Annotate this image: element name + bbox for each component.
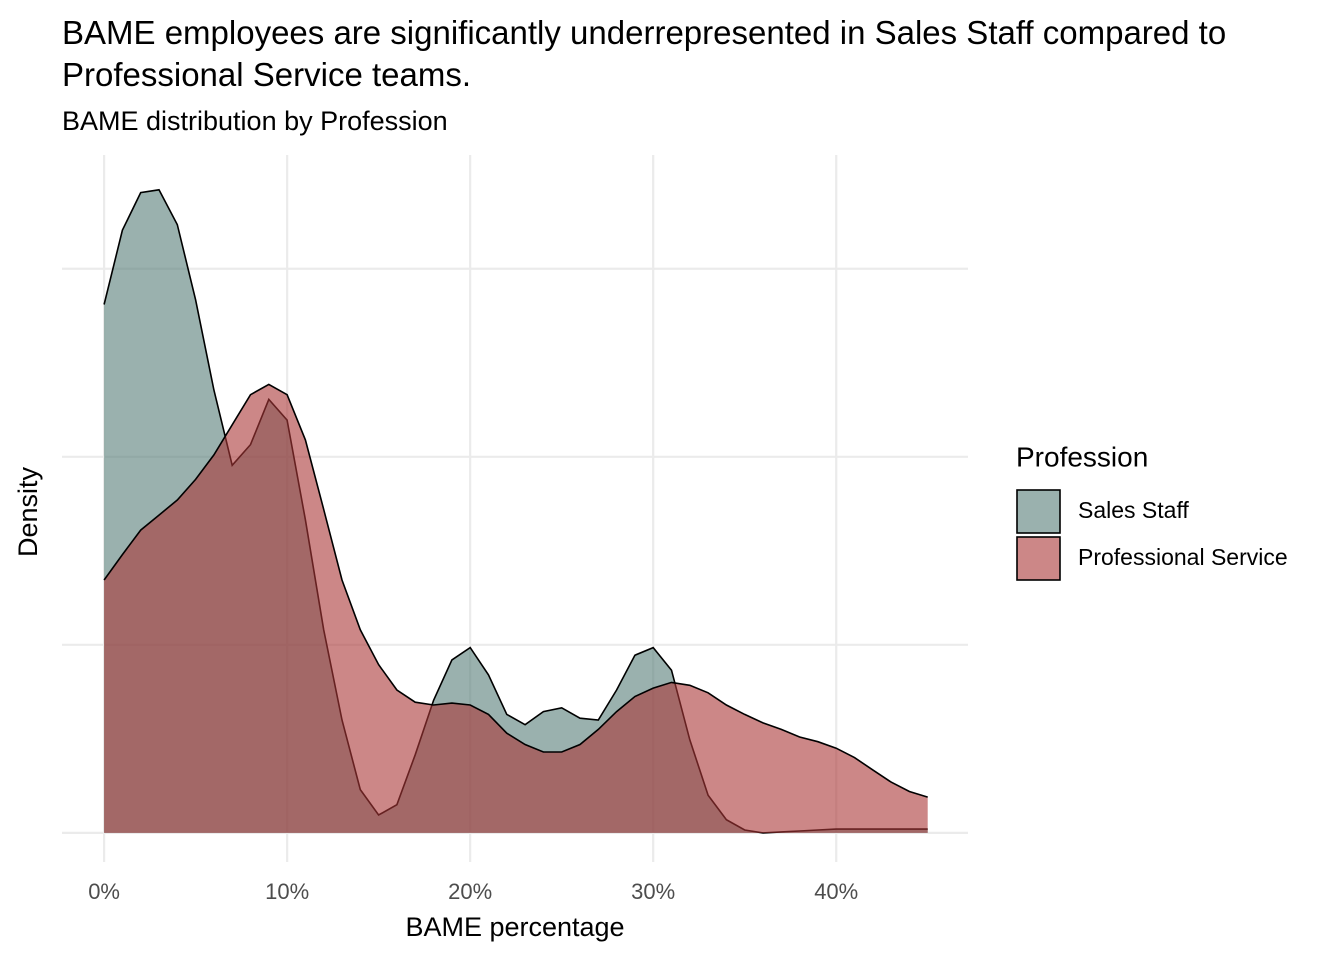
legend-label: Professional Service	[1078, 544, 1288, 570]
legend-label: Sales Staff	[1078, 497, 1189, 523]
legend-swatch	[1016, 489, 1061, 534]
x-tick-label: 40%	[814, 879, 858, 904]
legend-title: Profession	[1016, 441, 1148, 472]
chart-subtitle: BAME distribution by Profession	[62, 106, 448, 136]
chart-title: BAME employees are significantly underre…	[62, 14, 1227, 93]
density-area	[104, 384, 928, 833]
density-line	[103, 383, 928, 798]
legend-swatch	[1016, 536, 1061, 581]
x-tick-label: 10%	[265, 879, 309, 904]
x-tick-label: 20%	[448, 879, 492, 904]
y-axis-title: Density	[13, 466, 43, 557]
x-tick-label: 0%	[88, 879, 120, 904]
x-tick-label: 30%	[631, 879, 675, 904]
x-axis-title: BAME percentage	[405, 912, 624, 942]
